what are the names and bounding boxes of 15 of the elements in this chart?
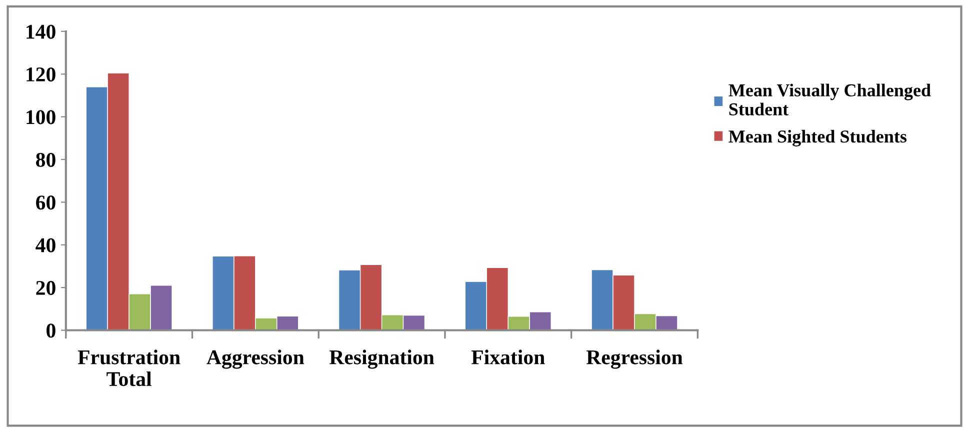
- x-tick-label: Regression: [586, 350, 683, 369]
- y-tick-label: 0: [46, 324, 56, 338]
- y-tick-label: 60: [36, 196, 56, 210]
- legend-label: Mean Sighted Students: [728, 130, 907, 146]
- x-tick-label: Fixation: [471, 350, 545, 364]
- x-tick-label: Frustration Total: [78, 350, 180, 386]
- y-tick-label: 100: [26, 110, 56, 124]
- x-tick-label: Aggression: [206, 350, 304, 369]
- y-tick-label: 140: [26, 24, 56, 39]
- y-tick-label: 80: [36, 152, 56, 167]
- x-tick-label: Resignation: [329, 350, 434, 369]
- legend-label: Mean Visually Challenged Student: [728, 84, 931, 116]
- y-tick-label: 120: [26, 67, 56, 82]
- y-tick-label: 40: [36, 238, 56, 252]
- y-tick-label: 20: [36, 280, 56, 295]
